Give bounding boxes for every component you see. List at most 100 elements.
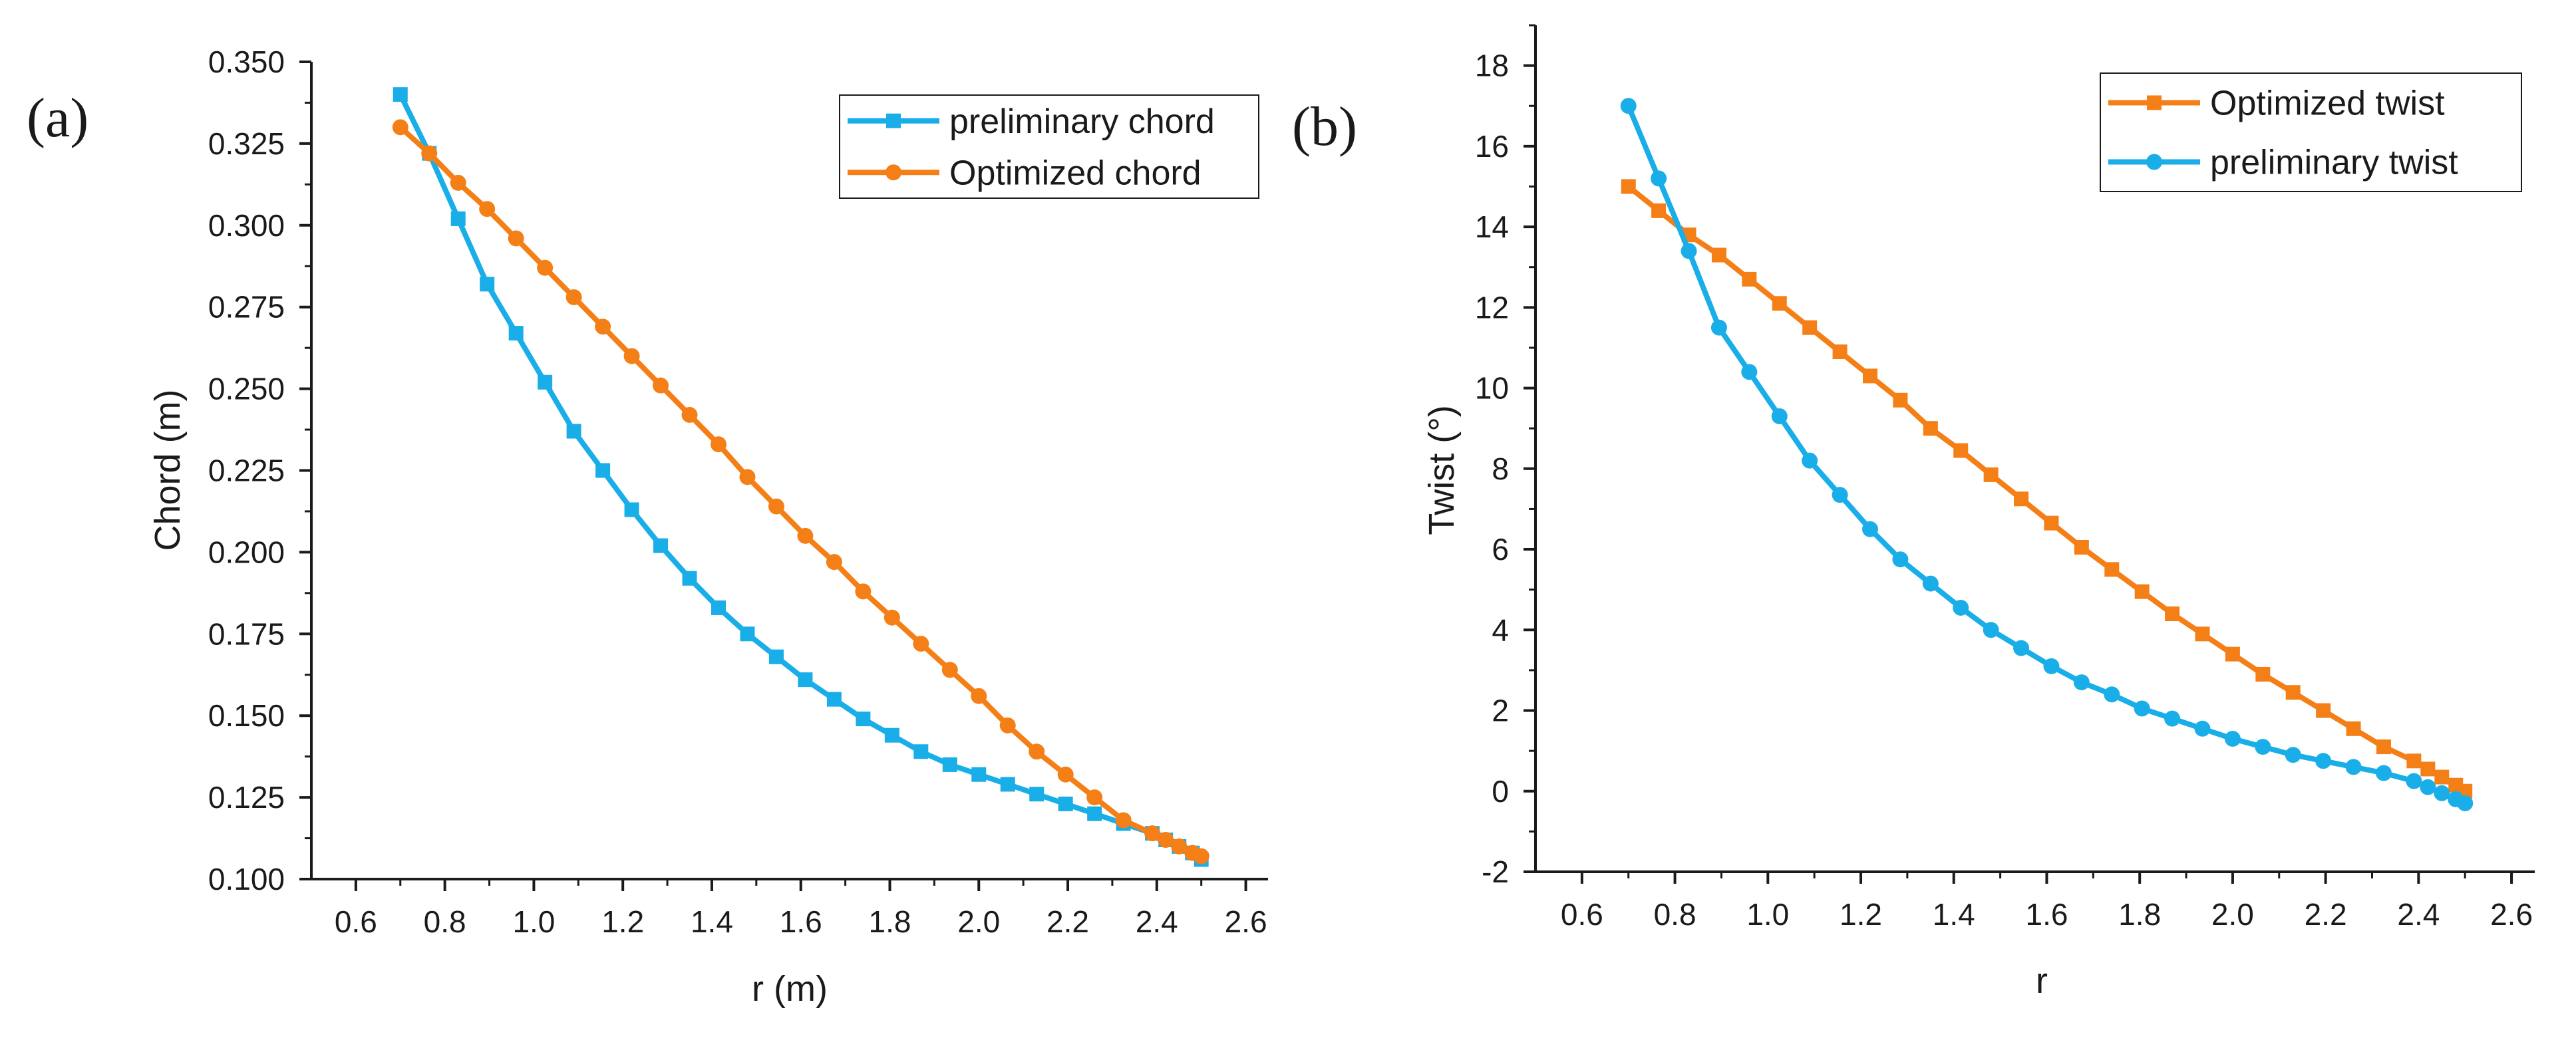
data-point — [2345, 759, 2362, 775]
data-point — [421, 145, 438, 162]
data-point — [1087, 806, 1102, 821]
data-point — [2225, 646, 2240, 662]
data-point — [1772, 296, 1787, 311]
data-point — [768, 649, 784, 664]
data-point — [450, 211, 466, 226]
data-point — [711, 600, 726, 615]
data-point — [624, 502, 639, 517]
data-point — [2285, 747, 2301, 763]
legend-box — [839, 94, 1259, 199]
data-point — [971, 767, 987, 782]
y-tick-label: 0.125 — [208, 780, 285, 815]
data-point — [740, 626, 755, 642]
legend-swatch-marker — [886, 164, 901, 181]
chart-panel-b: (b) 0.6 0.8 1.0 1.2 1.4 1.6 1.8 2.0 2.2 2.4 2.6 -2 0 2… — [1292, 24, 2535, 1001]
series-optimized-chord — [392, 119, 1209, 864]
data-point — [2255, 666, 2271, 682]
data-point — [2013, 640, 2030, 656]
data-point — [884, 609, 900, 626]
x-tick-label: 2.0 — [2211, 897, 2254, 932]
data-point — [2044, 515, 2059, 531]
data-point — [682, 571, 697, 586]
x-axis-title: r (m) — [752, 969, 828, 1009]
x-axis-title: r — [2036, 961, 2048, 1001]
x-tick-label: 1.0 — [512, 904, 555, 939]
data-point — [1923, 421, 1938, 436]
y-axis-title: Chord (m) — [148, 389, 188, 551]
x-tick-label: 1.4 — [1933, 897, 1975, 932]
data-point — [999, 717, 1016, 733]
legend-swatch-marker — [2147, 95, 2162, 110]
data-point — [1620, 98, 1637, 114]
data-point — [1058, 796, 1073, 811]
data-point — [2073, 674, 2090, 691]
y-tick-label: 0.325 — [208, 126, 285, 161]
data-point — [1953, 599, 1969, 616]
x-tick-label: 2.4 — [1136, 904, 1178, 939]
x-tick-label: 1.6 — [780, 904, 822, 939]
series-line — [398, 93, 1204, 862]
data-point — [1158, 832, 1174, 849]
data-point — [2406, 773, 2422, 789]
data-point — [1983, 467, 1999, 482]
legend-swatch-marker — [2146, 154, 2162, 170]
data-point — [1953, 443, 1969, 458]
data-point — [1171, 838, 1188, 854]
data-point — [2376, 739, 2391, 755]
data-point — [1193, 848, 1209, 864]
data-point — [565, 289, 582, 305]
x-tick-label: 0.6 — [335, 904, 377, 939]
data-point — [1922, 575, 1939, 592]
data-point — [595, 463, 611, 478]
series-preliminary-twist — [1620, 98, 2474, 811]
y-tick-label: 0.200 — [208, 535, 285, 569]
data-point — [508, 326, 524, 341]
x-tick-label: 2.6 — [2490, 897, 2533, 932]
data-point — [1000, 777, 1015, 792]
y-tick-label: 0.150 — [208, 698, 285, 733]
data-point — [2134, 700, 2150, 717]
data-point — [1029, 743, 1045, 760]
data-point — [2255, 739, 2271, 755]
data-point — [450, 174, 466, 191]
data-point — [508, 230, 524, 247]
chart-panel-a: (a) 0.6 0.8 1.0 1.2 1.4 1.6 1.8 2.0 2.2 2.4 2.6 0.10… — [27, 45, 1268, 1009]
data-point — [2104, 562, 2120, 577]
data-point — [1862, 368, 1877, 384]
legend: Optimized twist preliminary twist — [2100, 72, 2522, 192]
data-point — [2316, 703, 2331, 718]
data-point — [941, 662, 958, 678]
y-tick-label: 16 — [1475, 129, 1509, 164]
x-tick-label: 1.2 — [601, 904, 644, 939]
data-point — [2406, 753, 2422, 769]
data-point — [739, 469, 756, 485]
x-tick-label: 1.8 — [869, 904, 911, 939]
data-point — [1892, 551, 1909, 568]
data-point — [653, 538, 669, 553]
data-point — [681, 406, 698, 423]
data-point — [797, 527, 814, 544]
data-point — [798, 672, 813, 688]
x-tick-label: 2.4 — [2397, 897, 2440, 932]
series-optimized-twist — [1621, 179, 2473, 799]
x-tick-label: 2.0 — [957, 904, 1000, 939]
data-point — [2224, 730, 2241, 747]
data-point — [2104, 686, 2120, 703]
panel-label: (a) — [27, 87, 88, 149]
data-point — [2457, 795, 2474, 811]
data-point — [2195, 626, 2210, 642]
y-tick-label: 6 — [1492, 532, 1509, 567]
data-point — [1144, 825, 1161, 842]
data-point — [566, 424, 581, 439]
data-point — [856, 712, 871, 727]
data-point — [971, 688, 987, 704]
y-tick-label: -2 — [1482, 854, 1509, 889]
x-tick-label: 0.8 — [424, 904, 466, 939]
data-point — [1742, 271, 1757, 287]
legend-label: Optimized chord — [949, 154, 1202, 192]
data-point — [855, 583, 872, 600]
y-axis-title: Twist (°) — [1422, 405, 1462, 535]
x-tick-label: 1.0 — [1746, 897, 1789, 932]
y-tick-label: 0.225 — [208, 454, 285, 488]
